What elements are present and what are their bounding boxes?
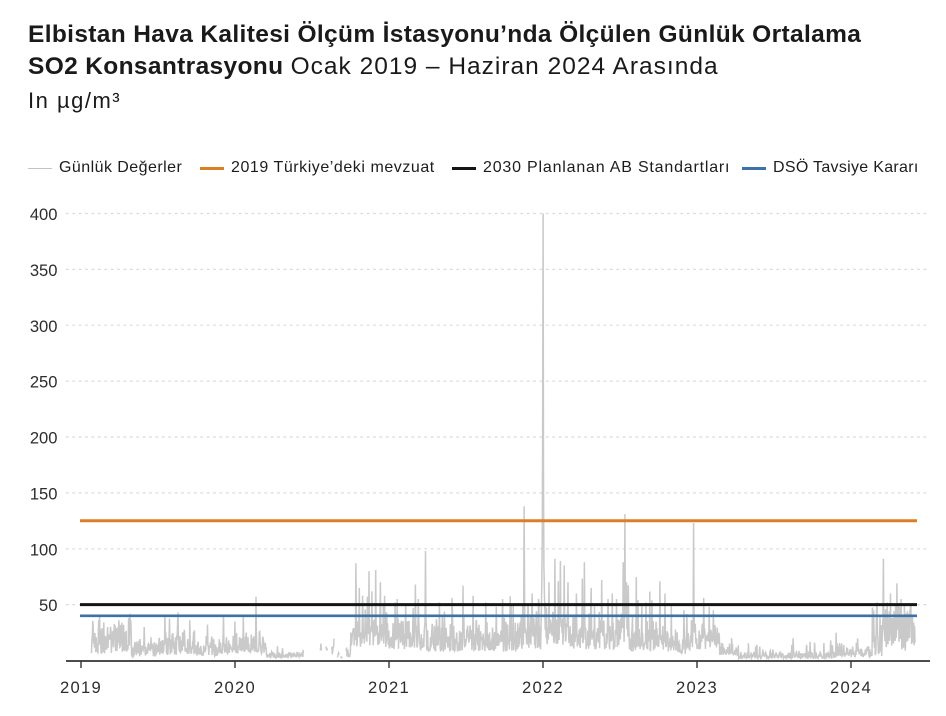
svg-text:300: 300 <box>30 317 58 336</box>
svg-text:350: 350 <box>30 261 58 280</box>
svg-text:150: 150 <box>30 485 58 504</box>
svg-text:2019: 2019 <box>60 678 102 697</box>
svg-text:100: 100 <box>30 540 58 559</box>
svg-text:50: 50 <box>39 596 57 615</box>
svg-text:2021: 2021 <box>368 678 410 697</box>
svg-text:2024: 2024 <box>830 678 872 697</box>
svg-text:200: 200 <box>30 429 58 448</box>
svg-text:2023: 2023 <box>676 678 718 697</box>
svg-text:400: 400 <box>30 205 58 224</box>
svg-text:2020: 2020 <box>214 678 256 697</box>
svg-text:250: 250 <box>30 373 58 392</box>
svg-text:2022: 2022 <box>522 678 564 697</box>
